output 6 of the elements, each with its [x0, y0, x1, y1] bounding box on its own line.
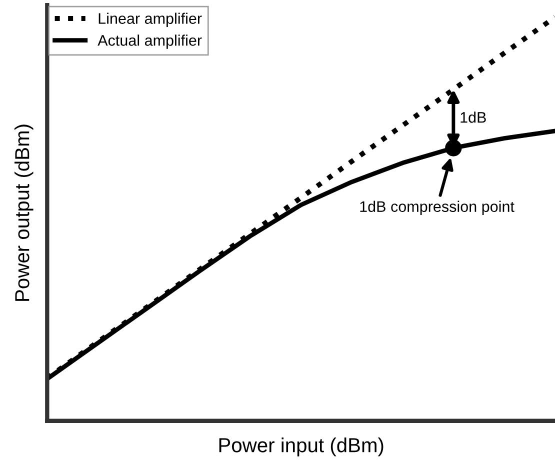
annotation: 1dB	[460, 112, 486, 123]
y-axis-title: Power output (dBm)	[14, 124, 34, 301]
legend-label: Linear amplifier	[98, 12, 202, 27]
legend-label: Actual amplifier	[98, 34, 202, 49]
x-axis-title: Power input (dBm)	[219, 438, 384, 456]
annotation: 1dB compression point	[360, 200, 514, 216]
